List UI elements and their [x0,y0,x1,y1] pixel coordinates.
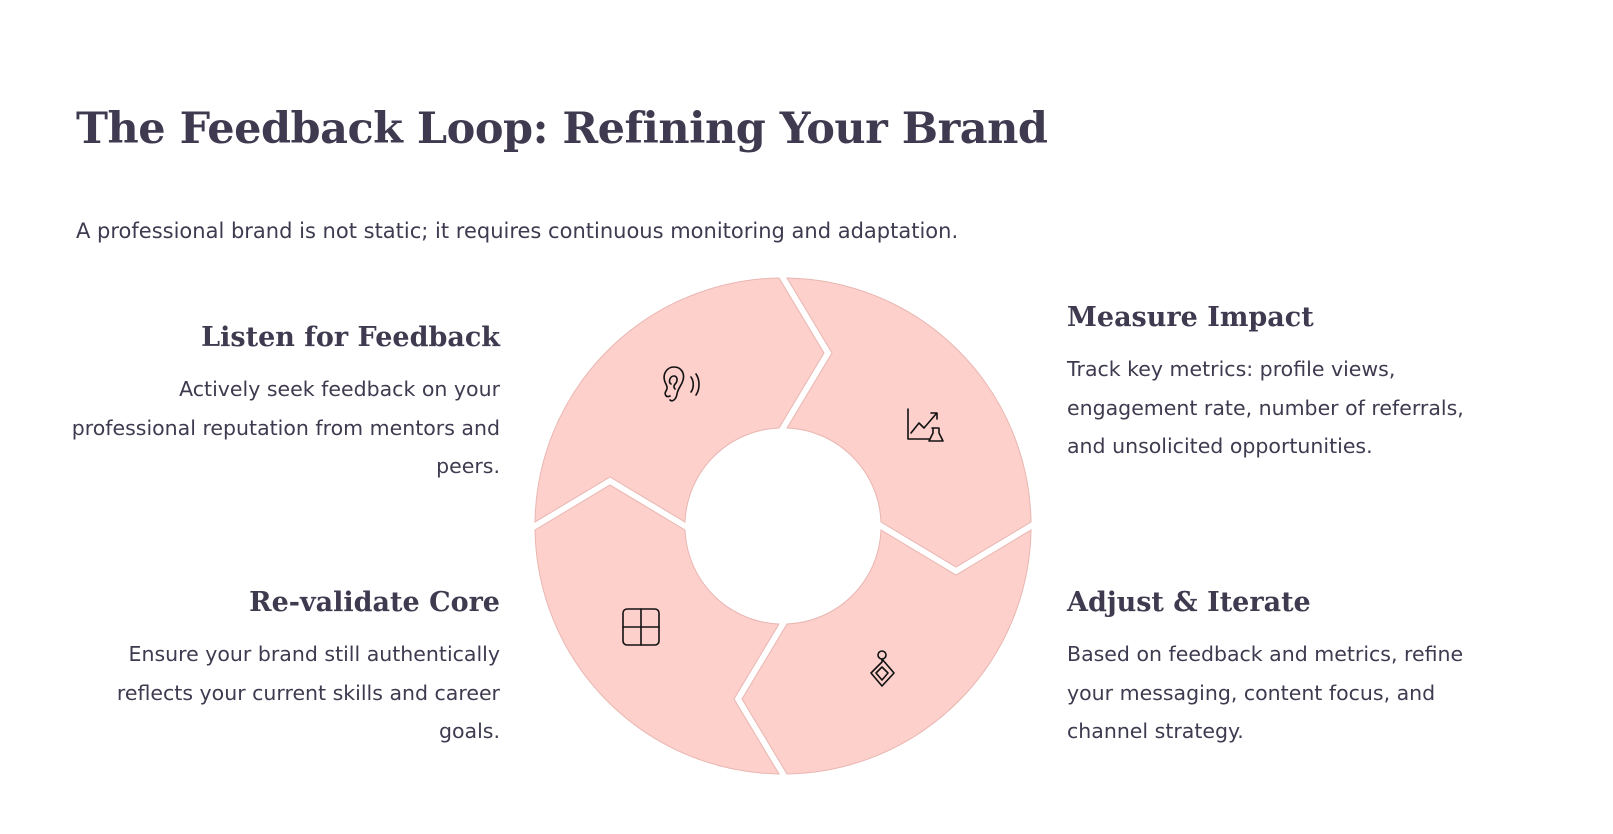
segment-adjust-iterate [741,529,1032,775]
step-re-validate-core: Re-validate Core Ensure your brand still… [60,585,500,751]
step-heading: Listen for Feedback [201,322,500,353]
page-title: The Feedback Loop: Refining Your Brand [76,104,1048,154]
segment-measure-impact [786,277,1032,568]
step-body: Ensure your brand still authentically re… [116,642,500,743]
chart-flask-icon [907,408,944,442]
step-body: Based on feedback and metrics, refine yo… [1067,642,1464,743]
step-adjust-iterate: Adjust & Iterate Based on feedback and m… [1067,585,1507,751]
grid-icon [622,608,660,646]
segment-re-validate-core [534,484,780,775]
ear-listening-icon [663,366,700,402]
step-heading: Re-validate Core [249,587,500,618]
diamond-pendant-icon [870,650,895,687]
step-heading: Measure Impact [1067,302,1314,333]
step-body: Actively seek feedback on your professio… [71,377,500,478]
page-subtitle: A professional brand is not static; it r… [76,219,959,243]
segment-listen-for-feedback [534,277,825,523]
step-measure-impact: Measure Impact Track key metrics: profil… [1067,300,1507,466]
step-heading: Adjust & Iterate [1067,587,1311,618]
step-body: Track key metrics: profile views, engage… [1067,357,1464,458]
step-listen-for-feedback: Listen for Feedback Actively seek feedba… [60,320,500,486]
